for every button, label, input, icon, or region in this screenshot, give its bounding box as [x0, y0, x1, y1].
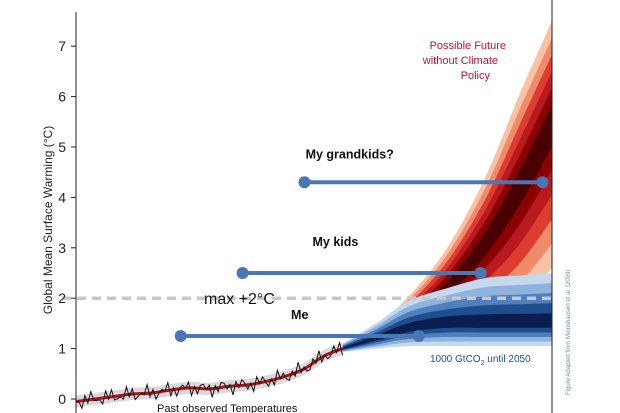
y-tick-label-2: 2 — [58, 290, 66, 306]
my-kids-label: My kids — [312, 235, 358, 249]
y-tick-label-0: 0 — [58, 391, 66, 407]
generation-bars-layer: Me My kids My grandkids? — [174, 147, 549, 342]
y-axis-title: Global Mean Surface Warming (°C) — [41, 126, 55, 314]
y-axis: 0 1 2 3 4 5 6 7 — [58, 0, 553, 413]
observed-annual-line — [75, 340, 344, 410]
my-grandkids-bar-start — [298, 176, 311, 189]
observed-series-label: Past observed Temperatures — [157, 403, 298, 413]
y-tick-label-4: 4 — [58, 189, 66, 205]
observed-smoothed-line — [75, 347, 344, 404]
y-tick-label-5: 5 — [58, 139, 66, 155]
me-bar-start — [174, 330, 187, 342]
me-bar-end — [412, 330, 425, 342]
y-tick-label-1: 1 — [58, 341, 66, 357]
my-grandkids-label: My grandkids? — [306, 147, 394, 161]
red-annotation-line-1: Possible Future — [430, 40, 506, 52]
gtco2-budget-band-5 — [342, 313, 552, 350]
observed-layer — [75, 340, 344, 410]
reference-line-label: max +2°C — [204, 291, 275, 308]
blue-annotation-suffix: until 2050 — [485, 354, 532, 365]
blue-annotation: 1000 GtCO2 until 2050 — [430, 354, 531, 367]
y-tick-label-7: 7 — [58, 38, 66, 54]
red-annotation-line-2: without Climate — [422, 55, 498, 67]
my-grandkids-bar-end — [536, 176, 549, 189]
my-kids-bar-end — [474, 267, 487, 279]
figure-credit: Figure Adapted from Meinshausen et al. (… — [566, 270, 572, 395]
my-kids-bar-start — [236, 267, 249, 279]
blue-annotation-prefix: 1000 GtCO — [430, 354, 481, 365]
observed-uncertainty-band — [76, 342, 343, 408]
y-tick-label-3: 3 — [58, 240, 66, 256]
y-tick-label-6: 6 — [58, 89, 66, 105]
red-annotation-line-3: Policy — [461, 70, 491, 82]
me-label: Me — [291, 308, 308, 322]
blue-annotation-subscript: 2 — [481, 360, 485, 367]
